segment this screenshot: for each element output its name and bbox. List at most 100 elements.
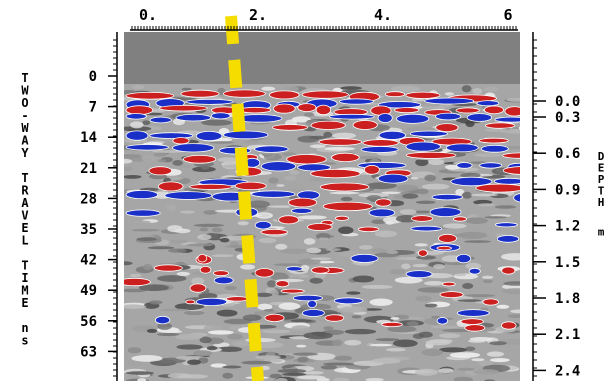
texture-speck (281, 372, 307, 376)
left-axis-title-char: V (21, 209, 28, 223)
texture-speck (257, 303, 273, 310)
positive-reflection-blob (357, 226, 380, 232)
negative-reflection-blob (479, 162, 503, 169)
positive-reflection-blob (297, 103, 317, 112)
right-axis-title-char: T (598, 185, 605, 198)
texture-speck (242, 314, 262, 321)
positive-reflection-blob (157, 181, 184, 192)
texture-speck (415, 200, 436, 204)
negative-reflection-blob (290, 207, 313, 214)
texture-speck (152, 150, 183, 153)
negative-reflection-blob (328, 113, 375, 120)
texture-speck (143, 263, 153, 271)
texture-speck (127, 347, 142, 354)
positive-reflection-blob (222, 89, 266, 98)
negative-reflection-blob (297, 163, 331, 172)
texture-speck (320, 365, 338, 370)
negative-reflection-blob (360, 146, 399, 153)
negative-reflection-blob (493, 177, 520, 185)
texture-speck (166, 204, 177, 212)
right-axis-title-char: D (598, 150, 605, 163)
right-tick-label: 1.2 (555, 219, 580, 235)
texture-speck (283, 86, 299, 92)
texture-speck (261, 329, 291, 334)
texture-speck (296, 344, 307, 348)
positive-reflection-blob (475, 183, 520, 193)
negative-reflection-blob (378, 130, 407, 140)
texture-speck (415, 158, 429, 167)
negative-reflection-blob (260, 161, 297, 172)
left-axis-title-char: R (21, 184, 29, 198)
texture-speck (277, 369, 307, 373)
positive-reflection-blob (502, 152, 520, 159)
texture-speck (471, 358, 485, 362)
texture-speck (224, 285, 237, 291)
positive-reflection-blob (315, 104, 332, 116)
texture-speck (124, 363, 133, 367)
texture-speck (387, 325, 417, 333)
right-tick-label: 1.8 (555, 291, 580, 307)
texture-speck (232, 341, 254, 347)
positive-reflection-blob (502, 166, 520, 175)
texture-speck (243, 140, 259, 144)
texture-speck (179, 210, 195, 214)
negative-reflection-blob (285, 266, 303, 272)
right-axis-tick-labels: 0.00.3 0.6 0.9 1.2 1.5 1.8 2.1 2.4 (533, 94, 580, 379)
left-tick-label: 42 (80, 253, 97, 269)
left-axis-title-char: A (21, 196, 29, 210)
texture-speck (124, 126, 152, 132)
texture-speck (430, 325, 461, 329)
negative-reflection-blob (466, 113, 493, 122)
texture-speck (359, 245, 373, 250)
negative-reflection-blob (405, 141, 441, 152)
left-axis-title-char: T (21, 171, 28, 185)
positive-reflection-blob (375, 198, 392, 207)
texture-speck (227, 333, 243, 340)
positive-reflection-blob (442, 281, 456, 287)
texture-speck (248, 200, 270, 208)
positive-reflection-blob (254, 268, 275, 278)
texture-speck (273, 263, 304, 267)
right-tick-label: 0.0 (555, 94, 580, 110)
texture-speck (124, 288, 147, 293)
negative-reflection-blob (396, 113, 430, 124)
texture-speck (367, 195, 382, 200)
positive-reflection-blob (464, 324, 486, 332)
positive-reflection-blob (148, 166, 173, 176)
texture-speck (417, 287, 450, 293)
negative-reflection-blob (496, 235, 520, 243)
texture-speck (402, 193, 419, 199)
texture-speck (131, 355, 163, 362)
texture-speck (428, 158, 445, 166)
texture-speck (461, 85, 472, 93)
texture-speck (425, 339, 451, 346)
texture-speck (462, 283, 474, 289)
positive-reflection-blob (435, 123, 459, 132)
left-tick-label: 35 (80, 222, 97, 238)
texture-speck (291, 325, 310, 332)
positive-reflection-blob (381, 321, 403, 328)
texture-speck (412, 263, 428, 268)
texture-speck (210, 363, 227, 368)
texture-speck (415, 295, 432, 302)
texture-speck (449, 352, 481, 358)
positive-reflection-blob (478, 137, 509, 144)
texture-speck (344, 339, 362, 346)
texture-speck (418, 331, 433, 338)
positive-reflection-blob (286, 154, 327, 165)
texture-speck (292, 352, 319, 356)
negative-reflection-blob (164, 191, 213, 200)
texture-speck (389, 269, 406, 275)
texture-speck (438, 368, 454, 374)
texture-speck (411, 98, 425, 102)
texture-speck (369, 343, 393, 347)
right-axis-title-char: E (598, 162, 605, 175)
left-axis-title-char: O (21, 96, 28, 110)
left-axis-title-char: T (21, 259, 28, 273)
positive-reflection-blob (331, 152, 360, 162)
texture-speck (392, 339, 418, 348)
top-axis-minor-ticks (131, 26, 517, 30)
texture-speck (365, 378, 384, 381)
texture-speck (303, 112, 315, 117)
texture-speck (156, 332, 180, 337)
